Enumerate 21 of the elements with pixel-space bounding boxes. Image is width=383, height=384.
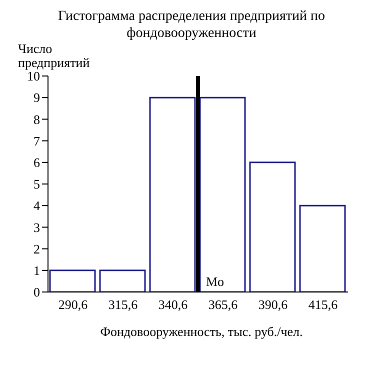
y-tick-label: 2: [34, 241, 40, 256]
y-tick-label: 0: [34, 284, 40, 300]
x-tick-label: 340,6: [158, 297, 188, 312]
x-tick-label: 390,6: [258, 297, 288, 312]
y-tick-label: 8: [34, 112, 40, 127]
x-tick-label: 290,6: [58, 297, 88, 312]
chart-title: Гистограмма распределения предприятий по фондовооруженности: [56, 8, 326, 42]
y-tick-label: 4: [34, 198, 40, 214]
y-tick-label: 10: [27, 68, 40, 84]
x-tick-label: 415,6: [308, 297, 338, 312]
x-tick-label: 365,6: [208, 297, 238, 312]
y-tick-label: 7: [34, 133, 40, 148]
x-axis-title: Фондовооруженность, тыс. руб./чел.: [99, 324, 304, 340]
y-axis-title: Число предприятий: [18, 41, 91, 70]
x-tick-label: 315,6: [108, 297, 138, 312]
ref-line-label: Mo: [206, 274, 224, 289]
y-tick-label: 6: [34, 155, 40, 170]
y-tick-label: 5: [34, 176, 40, 192]
y-tick-label: 9: [34, 90, 40, 106]
y-tick-label: 1: [34, 263, 40, 278]
y-tick-label: 3: [34, 220, 40, 235]
